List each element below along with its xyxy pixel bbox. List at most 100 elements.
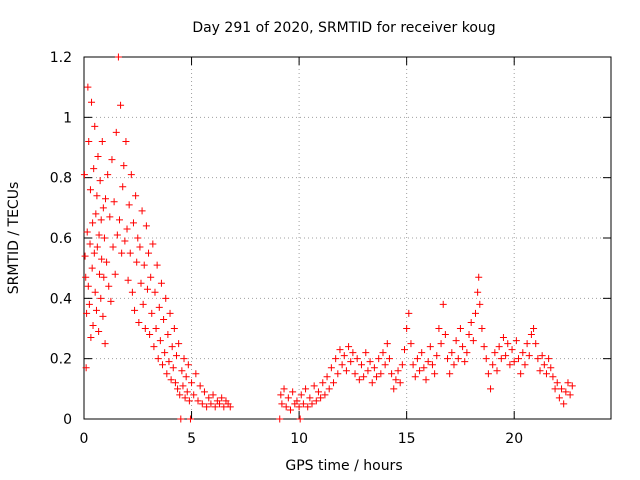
data-point — [375, 355, 383, 363]
data-point — [176, 391, 184, 399]
data-point — [184, 361, 192, 369]
data-point — [170, 325, 178, 332]
data-point — [532, 340, 540, 348]
data-point — [396, 379, 404, 387]
data-point — [493, 367, 501, 375]
data-point — [92, 210, 100, 218]
data-point — [124, 276, 132, 284]
data-point — [109, 243, 117, 251]
data-point — [456, 325, 464, 332]
data-points — [80, 53, 576, 423]
data-point — [157, 279, 165, 287]
data-point — [104, 171, 112, 179]
data-point — [136, 243, 144, 251]
data-point — [377, 370, 385, 378]
data-point — [198, 400, 206, 408]
data-point — [461, 358, 469, 366]
data-point — [207, 400, 215, 408]
data-point — [164, 331, 172, 339]
data-point — [131, 306, 139, 314]
data-point — [211, 403, 219, 411]
data-point — [127, 171, 135, 179]
data-point — [368, 379, 376, 387]
data-point — [155, 303, 163, 311]
x-tick-label: 20 — [505, 431, 523, 447]
data-point — [86, 240, 94, 248]
data-point — [499, 334, 507, 342]
data-point — [129, 219, 137, 227]
data-point — [145, 249, 153, 257]
data-point — [97, 216, 105, 224]
data-point — [83, 228, 91, 236]
data-point — [527, 331, 535, 339]
data-point — [138, 207, 146, 215]
data-point — [454, 355, 462, 363]
data-point — [147, 273, 155, 281]
y-tick-label: 1 — [63, 110, 72, 126]
data-point — [126, 249, 134, 257]
data-point — [166, 309, 174, 317]
data-point — [332, 355, 340, 363]
data-point — [87, 334, 95, 342]
data-point — [452, 337, 460, 345]
data-point — [162, 294, 170, 302]
data-point — [111, 270, 119, 278]
data-point — [93, 243, 101, 251]
data-point — [340, 352, 348, 360]
data-point — [209, 391, 217, 399]
data-point — [448, 349, 456, 357]
data-point — [534, 355, 542, 363]
data-point — [151, 288, 159, 296]
data-point — [98, 137, 106, 145]
data-point — [120, 162, 128, 170]
data-point — [121, 237, 129, 245]
data-point — [562, 388, 570, 396]
data-point — [491, 349, 499, 357]
data-point — [88, 264, 96, 272]
x-axis-label: GPS time / hours — [285, 458, 402, 474]
data-point — [459, 343, 467, 351]
data-point — [97, 294, 105, 302]
data-point — [409, 361, 417, 369]
data-point — [103, 258, 111, 266]
data-point — [349, 349, 357, 357]
data-point — [100, 234, 108, 242]
data-point — [484, 370, 492, 378]
data-point — [560, 400, 568, 408]
data-point — [106, 213, 114, 221]
data-point — [297, 391, 305, 399]
data-point — [564, 379, 572, 387]
data-point — [216, 400, 224, 408]
data-point — [153, 261, 161, 269]
data-point — [196, 382, 204, 390]
data-point — [489, 361, 497, 369]
data-point — [171, 379, 179, 387]
data-point — [96, 177, 104, 185]
x-tick-label: 10 — [290, 431, 308, 447]
data-point — [392, 376, 400, 384]
data-point — [327, 364, 335, 372]
data-point — [220, 403, 228, 411]
data-point — [319, 379, 327, 387]
data-point — [205, 394, 213, 402]
data-point — [105, 282, 113, 290]
x-tick-label: 15 — [398, 431, 416, 447]
data-point — [179, 382, 187, 390]
data-point — [467, 318, 475, 326]
data-point — [192, 370, 200, 378]
data-point — [82, 364, 90, 372]
data-point — [178, 367, 186, 375]
data-point — [525, 352, 533, 360]
data-point — [161, 349, 169, 357]
data-point — [160, 315, 168, 323]
data-point — [469, 337, 477, 345]
data-point — [185, 397, 193, 405]
y-tick-label: 0.4 — [50, 291, 72, 307]
data-point — [194, 397, 202, 405]
chart-title: Day 291 of 2020, SRMTID for receiver kou… — [192, 20, 495, 36]
data-point — [108, 156, 116, 164]
data-point — [487, 385, 495, 393]
data-point — [373, 373, 381, 381]
data-point — [370, 364, 378, 372]
data-point — [91, 288, 99, 296]
